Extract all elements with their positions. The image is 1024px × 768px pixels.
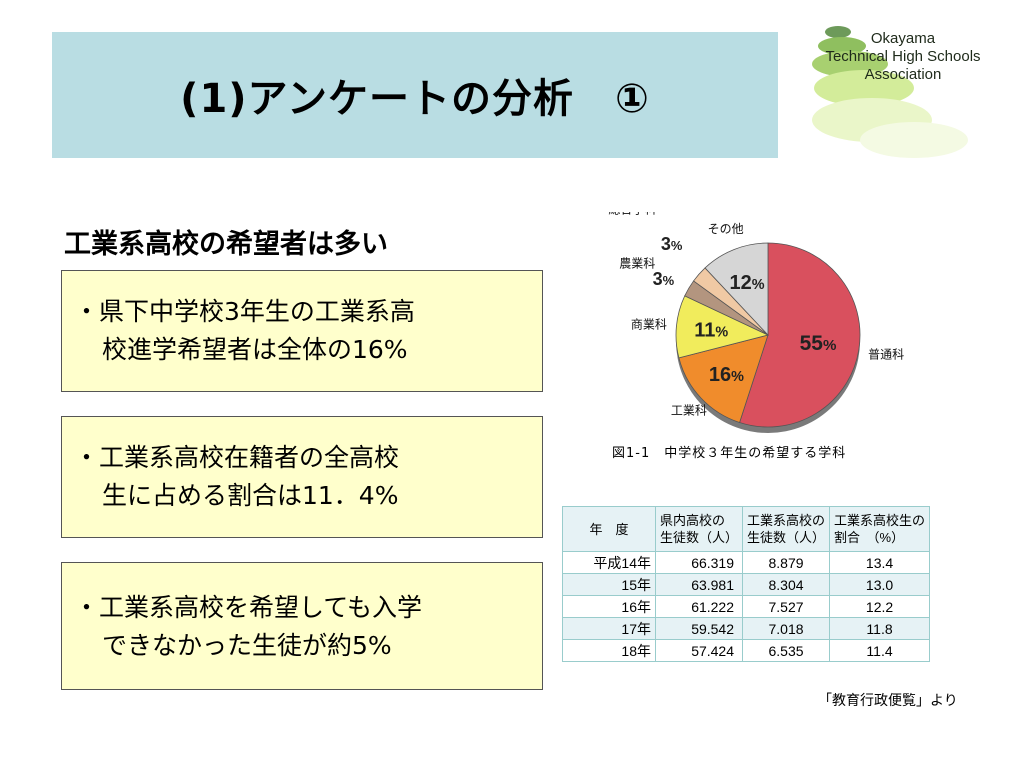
table-cell-r5-c4: 11.4	[829, 639, 931, 662]
subtitle: 工業系高校の希望者は多い	[64, 229, 388, 260]
point-box-2: ・工業系高校在籍者の全高校 生に占める割合は11．4%	[61, 416, 543, 538]
pie-value-unit-6: %	[752, 277, 765, 293]
column-header-2-line-2: 生徒数（人）	[660, 530, 739, 545]
column-header-4: 工業系高校生の 割合 （%）	[829, 506, 931, 552]
logo-line-3: Association	[864, 66, 942, 83]
pie-category-label-5: 総合学科	[608, 212, 656, 216]
pie-value-unit-3: %	[715, 325, 728, 341]
table-cell-r4-c2: 59.542	[654, 617, 744, 640]
pie-value-label-4: 3%	[653, 269, 675, 289]
title-band: (1)アンケートの分析 ①	[52, 32, 778, 158]
chart-caption: 図1-1 中学校３年生の希望する学科	[612, 446, 847, 461]
point-box-1: ・県下中学校3年生の工業系高 校進学希望者は全体の16%	[61, 270, 543, 392]
pie-value-unit-1: %	[823, 337, 837, 354]
column-header-3-line-1: 工業系高校の	[747, 513, 826, 528]
table-cell-r2-c4: 13.0	[829, 573, 931, 596]
column-header-4-line-1: 工業系高校生の	[834, 513, 926, 528]
point-3-line-2: できなかった生徒が約5%	[102, 631, 392, 660]
pie-value-label-1: 55%	[800, 332, 837, 355]
table-source: 「教育行政便覧」より	[818, 693, 958, 709]
pie-category-label-4: 農業科	[619, 256, 655, 270]
column-header-3: 工業系高校の 生徒数（人）	[742, 506, 831, 552]
pie-value-label-6: 12%	[729, 272, 764, 294]
pie-slice-2	[678, 334, 769, 424]
point-2-line-1: ・工業系高校在籍者の全高校	[74, 443, 400, 472]
table-cell-r2-c3: 8.304	[742, 573, 831, 596]
table-cell-r3-c2: 61.222	[654, 595, 744, 618]
table-row: 16年 61.222 7.527 12.2	[562, 595, 931, 618]
pie-category-label-1: 普通科	[868, 348, 904, 362]
table-row: 18年 57.424 6.535 11.4	[562, 639, 931, 662]
pie-value-unit-4: %	[663, 273, 675, 288]
logo-leaf-6	[860, 122, 968, 158]
point-1-line-2: 校進学希望者は全体の16%	[102, 335, 408, 364]
table-row: 15年 63.981 8.304 13.0	[562, 573, 931, 596]
table-cell-r4-c1: 17年	[562, 617, 656, 640]
table-cell-r1-c2: 66.319	[654, 551, 744, 574]
pie-slice-1	[739, 242, 861, 428]
table-cell-r3-c1: 16年	[562, 595, 656, 618]
pie-category-label-2: 工業科	[671, 403, 707, 417]
table-row: 平成14年 66.319 8.879 13.4	[562, 551, 931, 574]
table-cell-r1-c1: 平成14年	[562, 551, 656, 574]
table-cell-r3-c4: 12.2	[829, 595, 931, 618]
table-cell-r5-c2: 57.424	[654, 639, 744, 662]
logo-leaf-2	[818, 37, 866, 55]
column-header-1: 年 度	[562, 506, 656, 552]
column-header-4-line-2: 割合 （%）	[834, 530, 905, 545]
student-stats-table: 年 度県内高校の 生徒数（人） 工業系高校の 生徒数（人） 工業系高校生の 割合 （%） …	[562, 506, 931, 662]
table-cell-r4-c4: 11.8	[829, 617, 931, 640]
table-cell-r4-c3: 7.018	[742, 617, 831, 640]
logo-leaf-1	[825, 26, 851, 38]
association-logo	[812, 26, 968, 158]
table-body: 平成14年 66.319 8.879 13.4 15年 63.981 8.304 13.0 16…	[562, 551, 931, 662]
point-1-line-1: ・県下中学校3年生の工業系高	[74, 297, 415, 326]
logo-text: Okayama Technical High Schools Associati…	[808, 30, 998, 84]
pie-slice-6	[704, 242, 769, 337]
point-2-line-2: 生に占める割合は11．4%	[102, 481, 399, 510]
table-row: 17年 59.542 7.018 11.8	[562, 617, 931, 640]
table-cell-r1-c4: 13.4	[829, 551, 931, 574]
logo-line-1: Okayama	[870, 30, 936, 47]
logo-leaf-4	[814, 70, 914, 106]
table-cell-r2-c2: 63.981	[654, 573, 744, 596]
column-header-1-line-1: 年 度	[589, 521, 629, 537]
column-header-2-line-1: 県内高校の	[660, 513, 726, 528]
pie-value-label-2: 16%	[709, 364, 744, 386]
table-cell-r5-c3: 6.535	[742, 639, 831, 662]
pie-value-unit-2: %	[731, 369, 744, 385]
column-header-2: 県内高校の生徒数（人）	[654, 506, 744, 552]
pie-value-label-5: 3%	[661, 234, 683, 254]
table-cell-r2-c1: 15年	[562, 573, 656, 596]
slide-title: (1)アンケートの分析 ①	[180, 76, 650, 122]
pie-category-label-3: 商業科	[631, 317, 667, 332]
logo-line-2: Technical High Schools	[825, 48, 981, 65]
table-cell-r5-c1: 18年	[562, 639, 656, 662]
point-3-line-1: ・工業系高校を希望しても入学	[74, 593, 423, 622]
point-box-3: ・工業系高校を希望しても入学 できなかった生徒が約5%	[61, 562, 543, 690]
table-cell-r3-c3: 7.527	[742, 595, 831, 618]
pie-category-label-6: その他	[708, 222, 744, 236]
table-header-row: 年 度県内高校の 生徒数（人） 工業系高校の 生徒数（人） 工業系高校生の 割合 （%）	[562, 506, 931, 552]
pie-value-label-3: 11%	[694, 320, 728, 342]
column-header-3-line-2: 生徒数（人）	[747, 530, 826, 545]
table-cell-r1-c3: 8.879	[742, 551, 831, 574]
pie-value-unit-5: %	[671, 238, 683, 253]
